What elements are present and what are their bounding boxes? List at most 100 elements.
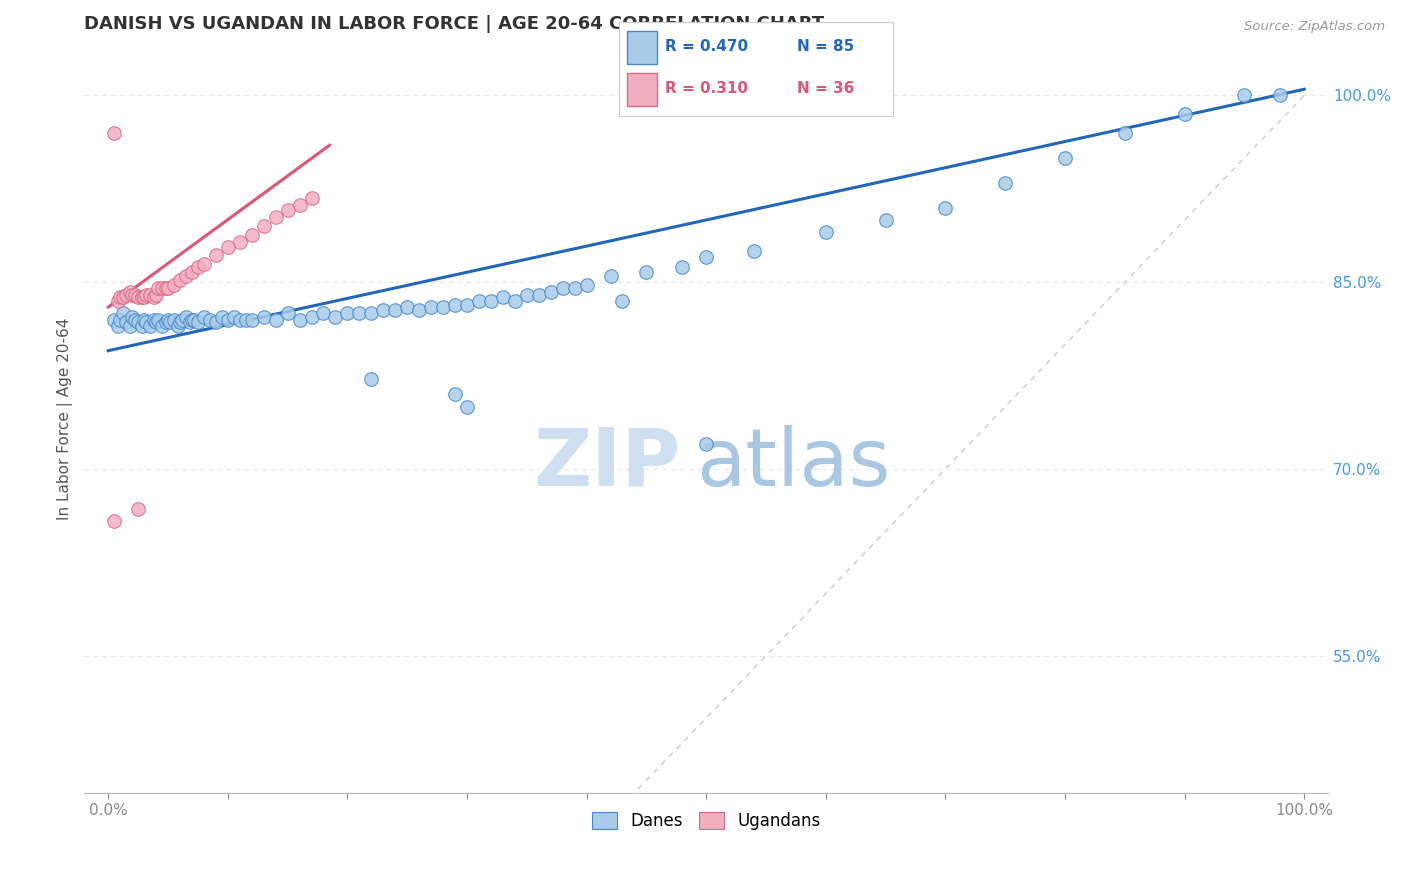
- Text: R = 0.470: R = 0.470: [665, 39, 748, 54]
- Point: [211, 310, 233, 324]
- Point: [150, 281, 173, 295]
- Text: N = 36: N = 36: [797, 81, 855, 96]
- Bar: [627, 73, 657, 105]
- Point: [814, 226, 837, 240]
- Point: [468, 293, 491, 308]
- Point: [156, 281, 179, 295]
- Legend: Danes, Ugandans: Danes, Ugandans: [585, 805, 827, 837]
- Text: N = 85: N = 85: [797, 39, 853, 54]
- Point: [142, 290, 165, 304]
- Point: [1270, 88, 1292, 103]
- Point: [479, 293, 502, 308]
- Point: [169, 273, 191, 287]
- Point: [193, 256, 215, 270]
- Point: [540, 285, 562, 300]
- Point: [420, 300, 443, 314]
- Point: [288, 312, 311, 326]
- Point: [124, 312, 146, 326]
- Point: [127, 290, 149, 304]
- Point: [527, 287, 550, 301]
- Point: [145, 315, 167, 329]
- Point: [108, 290, 131, 304]
- Point: [205, 315, 228, 329]
- Point: [456, 400, 478, 414]
- Point: [671, 260, 693, 275]
- Point: [131, 318, 153, 333]
- Point: [181, 312, 204, 326]
- Point: [349, 306, 371, 320]
- Text: R = 0.310: R = 0.310: [665, 81, 748, 96]
- Point: [108, 312, 131, 326]
- Point: [103, 514, 125, 528]
- Point: [994, 176, 1017, 190]
- Point: [253, 310, 276, 324]
- Point: [132, 290, 155, 304]
- Point: [612, 293, 634, 308]
- Point: [159, 315, 181, 329]
- Point: [336, 306, 359, 320]
- Point: [163, 277, 186, 292]
- Point: [636, 265, 658, 279]
- Point: [145, 287, 167, 301]
- Point: [111, 290, 134, 304]
- Point: [277, 202, 299, 217]
- Point: [288, 198, 311, 212]
- Point: [1233, 88, 1256, 103]
- Point: [222, 310, 245, 324]
- Point: [187, 315, 209, 329]
- Point: [111, 306, 134, 320]
- Point: [142, 312, 165, 326]
- Text: Source: ZipAtlas.com: Source: ZipAtlas.com: [1244, 20, 1385, 33]
- Point: [373, 302, 395, 317]
- Point: [312, 306, 335, 320]
- Point: [193, 310, 215, 324]
- Point: [217, 312, 239, 326]
- Point: [277, 306, 299, 320]
- Point: [172, 312, 194, 326]
- Point: [217, 240, 239, 254]
- Point: [229, 235, 252, 250]
- Point: [163, 312, 186, 326]
- Point: [516, 287, 538, 301]
- Point: [564, 281, 586, 295]
- Point: [456, 298, 478, 312]
- Point: [107, 318, 129, 333]
- Point: [1114, 126, 1136, 140]
- Point: [240, 312, 263, 326]
- Point: [301, 190, 323, 204]
- Point: [264, 211, 287, 225]
- Point: [127, 315, 149, 329]
- Point: [198, 312, 221, 326]
- Text: ZIP: ZIP: [533, 425, 681, 503]
- Point: [432, 300, 454, 314]
- Point: [934, 201, 956, 215]
- Point: [132, 312, 155, 326]
- Point: [205, 248, 228, 262]
- Point: [229, 312, 252, 326]
- Point: [169, 315, 191, 329]
- Point: [115, 287, 138, 301]
- Bar: [627, 30, 657, 63]
- Point: [179, 315, 201, 329]
- Point: [183, 312, 205, 326]
- Point: [124, 287, 146, 301]
- Point: [135, 315, 157, 329]
- Point: [235, 312, 257, 326]
- Point: [166, 318, 188, 333]
- Point: [384, 302, 406, 317]
- Point: [360, 372, 382, 386]
- Point: [253, 219, 276, 234]
- Point: [444, 298, 467, 312]
- Point: [121, 287, 143, 301]
- Point: [240, 227, 263, 242]
- Point: [174, 268, 197, 283]
- Point: [396, 300, 419, 314]
- Point: [599, 268, 621, 283]
- Point: [121, 310, 143, 324]
- Point: [148, 281, 170, 295]
- Point: [155, 315, 177, 329]
- Text: atlas: atlas: [696, 425, 890, 503]
- Point: [148, 312, 170, 326]
- Point: [875, 213, 897, 227]
- Point: [695, 250, 717, 264]
